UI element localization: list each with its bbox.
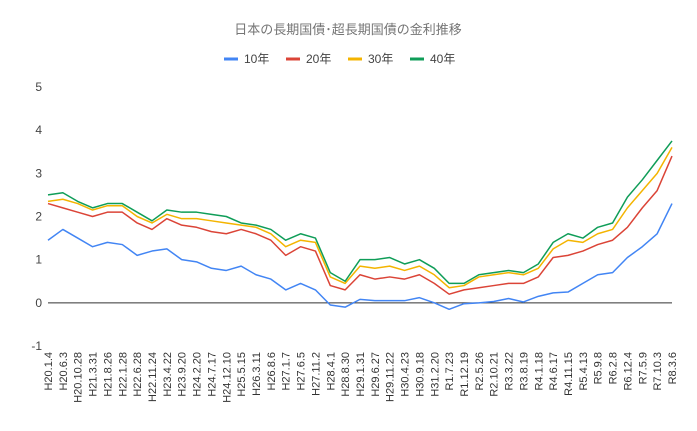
x-tick-label: R1.12.19	[459, 352, 471, 397]
y-tick-label: 1	[35, 253, 42, 267]
x-tick-label: H27.1.7	[281, 352, 293, 391]
x-tick-label: R5.4.13	[578, 352, 590, 391]
x-tick-label: H30.4.23	[400, 352, 412, 397]
y-tick-label: 4	[35, 123, 42, 137]
y-tick-label: 2	[35, 210, 42, 224]
x-tick-label: H21.3.31	[88, 352, 100, 397]
x-tick-label: H22.1.28	[117, 352, 129, 397]
x-tick-label: H21.8.26	[102, 352, 114, 397]
x-tick-label: R8.3.6	[667, 352, 679, 384]
x-tick-label: H22.6.28	[132, 352, 144, 397]
legend-label: 10年	[244, 52, 269, 66]
x-tick-label: R3.8.19	[518, 352, 530, 391]
x-tick-label: R4.6.17	[548, 352, 560, 391]
legend-label: 40年	[430, 52, 455, 66]
series-line	[47, 147, 673, 289]
x-tick-label: R4.1.18	[533, 352, 545, 391]
x-tick-label: H26.8.6	[266, 352, 278, 391]
x-tick-label: R2.5.26	[474, 352, 486, 391]
x-tick-label: H24.7.17	[206, 352, 218, 397]
x-tick-label: H28.8.30	[340, 352, 352, 397]
x-tick-label: H31.2.20	[429, 352, 441, 397]
y-tick-label: 3	[35, 166, 42, 180]
chart-title: 日本の長期国債･超長期国債の金利推移	[234, 22, 462, 37]
series-line	[47, 203, 673, 311]
x-tick-label: H27.11.2	[310, 352, 322, 396]
x-tick-label: R5.9.8	[593, 352, 605, 384]
x-tick-label: R3.3.22	[504, 352, 516, 391]
x-tick-label: H30.9.18	[414, 352, 426, 397]
legend-label: 20年	[306, 52, 331, 66]
x-tick-label: R2.10.21	[489, 352, 501, 397]
y-tick-label: 0	[35, 296, 42, 310]
x-tick-label: H23.9.20	[177, 352, 189, 397]
y-tick-label: -1	[31, 339, 42, 353]
x-tick-label: H25.5.15	[236, 352, 248, 397]
x-tick-label: H27.6.5	[296, 352, 308, 391]
x-tick-label: H24.2.20	[192, 352, 204, 397]
x-tick-label: H20.6.3	[58, 352, 70, 391]
x-tick-label: H23.4.22	[162, 352, 174, 397]
x-tick-label: H20.10.28	[73, 352, 85, 403]
x-tick-label: H20.1.4	[43, 352, 55, 391]
x-tick-label: R4.11.15	[563, 352, 575, 396]
x-tick-label: H29.1.31	[355, 352, 367, 397]
x-tick-label: R7.5.9	[637, 352, 649, 384]
legend-label: 30年	[368, 52, 393, 66]
x-tick-label: H26.3.11	[251, 352, 263, 396]
x-tick-label: R1.7.23	[444, 352, 456, 391]
x-tick-label: H29.6.27	[370, 352, 382, 397]
x-tick-label: H28.4.1	[325, 352, 337, 391]
x-tick-label: H29.11.22	[385, 352, 397, 402]
series-line	[47, 155, 673, 295]
x-tick-label: R7.10.3	[652, 352, 664, 391]
x-tick-label: R6.2.8	[608, 352, 620, 384]
x-tick-label: H22.11.24	[147, 352, 159, 402]
x-tick-label: H24.12.10	[221, 352, 233, 403]
series-line	[47, 140, 673, 285]
y-tick-label: 5	[35, 80, 42, 94]
x-tick-label: R6.12.4	[622, 352, 634, 391]
